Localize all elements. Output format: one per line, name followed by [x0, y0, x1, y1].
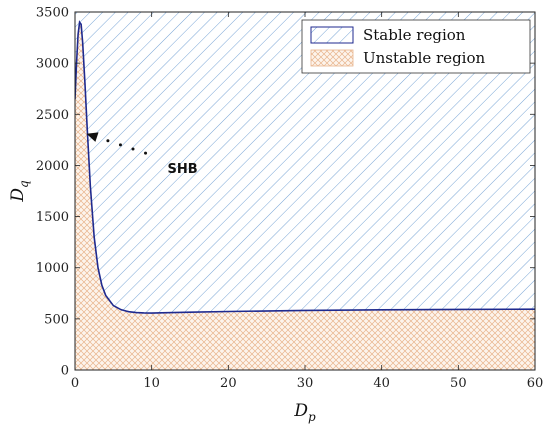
y-tick-label: 1000	[36, 261, 69, 276]
boundary-curve	[75, 20, 535, 314]
annotation-dot	[144, 151, 148, 155]
annotation-dot	[118, 143, 122, 147]
y-tick-label: 3500	[36, 6, 69, 21]
y-tick-label: 0	[61, 364, 69, 379]
unstable-region	[75, 22, 535, 370]
y-tick-label: 1500	[36, 210, 69, 225]
annotation-label: SHB	[168, 162, 198, 177]
y-axis-label: Dq	[8, 180, 31, 203]
y-tick-label: 2000	[36, 159, 69, 174]
annotation-dot	[106, 139, 110, 143]
legend: Stable region Unstable region	[301, 19, 531, 74]
annotation-dot	[131, 147, 135, 151]
legend-swatch-stable	[310, 26, 354, 44]
y-axis-label-subscript: q	[17, 180, 31, 188]
x-tick-label: 10	[143, 376, 160, 391]
annotation-arrowhead	[86, 132, 99, 142]
legend-label-stable: Stable region	[363, 26, 466, 44]
x-axis-label-subscript: p	[308, 410, 316, 424]
legend-label-unstable: Unstable region	[363, 49, 485, 67]
stable-region	[75, 12, 535, 314]
x-tick-label: 30	[297, 376, 314, 391]
y-tick-label: 500	[44, 312, 69, 327]
x-tick-label: 0	[71, 376, 79, 391]
y-tick-label: 2500	[36, 108, 69, 123]
x-tick-label: 20	[220, 376, 237, 391]
y-tick-label: 3000	[36, 57, 69, 72]
x-tick-label: 60	[527, 376, 544, 391]
x-tick-label: 50	[450, 376, 467, 391]
legend-swatch-unstable	[310, 49, 354, 67]
x-tick-label: 40	[373, 376, 390, 391]
x-axis-label: Dp	[293, 401, 316, 424]
